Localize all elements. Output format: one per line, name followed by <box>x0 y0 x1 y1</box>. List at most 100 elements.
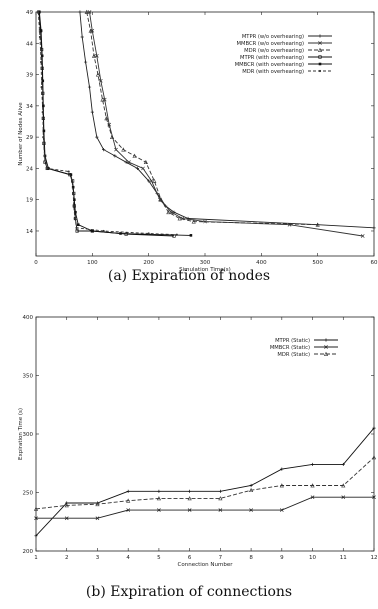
chart2-data-point-s3 <box>279 483 284 488</box>
chart1-data-point-s6 <box>39 60 43 64</box>
chart2-data-point-s3 <box>156 496 161 501</box>
chart2-x-tick-label: 4 <box>126 555 130 561</box>
chart2-x-tick-label: 1 <box>34 555 38 561</box>
chart1-legend-marker-2 <box>318 41 322 45</box>
chart2-data-point-s2 <box>341 495 346 500</box>
chart1-data-point-s1 <box>113 154 117 158</box>
chart1-data-point-s6 <box>43 154 46 157</box>
chart1-legend-label-4: MTPR (with overhearing) <box>240 55 304 61</box>
chart1-data-point-s3 <box>88 28 93 33</box>
chart1-legend-label-6: MDR (with overhearing) <box>242 69 304 75</box>
chart1-data-point-s5 <box>189 234 193 237</box>
chart1-y-tick-label: 19 <box>26 198 33 204</box>
chart2-data-point-s2 <box>310 495 315 500</box>
chart2-x-tick-label: 7 <box>219 555 223 561</box>
chart1-data-point-s1 <box>124 160 128 164</box>
chart1-data-point-s3 <box>100 97 105 102</box>
chart1-legend-marker-6 <box>318 69 322 73</box>
chart2-data-point-s1 <box>126 489 130 493</box>
chart1-y-tick-label: 14 <box>26 229 33 235</box>
chart2-data-point-s2 <box>157 508 161 512</box>
chart2-data-point-s3 <box>371 455 377 460</box>
caption-a: (a) Expiration of nodes <box>107 268 271 284</box>
chart1-data-point-s2 <box>98 78 103 83</box>
chart1-data-point-s5 <box>73 198 76 201</box>
chart2-y-axis-label: Expiration Time (s) <box>18 408 24 460</box>
chart2-data-point-s3 <box>64 503 69 508</box>
chart2-data-point-s1 <box>34 534 38 538</box>
chart1-data-point-s6 <box>42 136 45 139</box>
chart2-series-line-3 <box>35 457 375 510</box>
chart1-series-line-2 <box>89 11 363 237</box>
chart1-data-point-s2 <box>149 179 154 183</box>
chart2-y-tick-label: 350 <box>23 374 34 380</box>
chart2-data-point-s2 <box>34 516 38 521</box>
chart1-series-line-4 <box>38 11 175 237</box>
chart1-data-point-s6 <box>73 217 76 220</box>
chart1-data-point-s3 <box>95 72 101 77</box>
chart2-x-axis-label: Connection Number <box>178 562 234 568</box>
chart2-data-point-s2 <box>187 508 192 512</box>
chart1-data-point-s6 <box>72 192 75 195</box>
chart1-data-point-s5 <box>41 79 45 83</box>
chart1-data-point-s5 <box>39 29 43 33</box>
chart1-data-point-s1 <box>147 179 151 183</box>
chart1-data-point-s6 <box>175 233 178 236</box>
chart1-legend-marker-1 <box>318 34 322 38</box>
chart2-x-tick-label: 6 <box>188 555 192 561</box>
chart1-data-point-s6 <box>41 111 44 114</box>
chart2-data-point-s3 <box>249 487 254 493</box>
chart2-data-point-s1 <box>280 467 284 471</box>
chart1-data-point-s2 <box>87 10 92 14</box>
chart1-data-point-s6 <box>147 232 150 235</box>
chart2-data-point-s1 <box>249 483 253 488</box>
chart2-plot-frame <box>35 316 375 552</box>
chart1-data-point-s1 <box>80 35 84 39</box>
chart1-legend-label-3: MDR (w/o overhearing) <box>244 48 304 54</box>
chart1-data-point-s1 <box>78 10 82 14</box>
chart1-data-point-s3 <box>152 178 157 183</box>
chart1-data-point-s4 <box>75 229 79 233</box>
chart1-y-tick-label: 49 <box>26 10 33 16</box>
chart2-x-tick-label: 2 <box>65 555 69 561</box>
chart2-legend-label-3: MDR (Static) <box>277 352 310 358</box>
chart1-data-point-s1 <box>87 85 92 89</box>
chart1-data-point-s3 <box>132 153 137 158</box>
chart1-data-point-s5 <box>42 129 46 133</box>
chart2-x-tick-label: 3 <box>96 555 100 561</box>
chart2-x-tick-label: 10 <box>309 555 316 561</box>
chart2-x-tick-label: 11 <box>340 555 347 561</box>
chart2-data-point-s1 <box>341 462 345 467</box>
chart2-x-tick-label: 8 <box>249 555 253 561</box>
chart2-y-tick-label: 250 <box>23 491 34 497</box>
chart1-data-point-s1 <box>83 60 88 64</box>
chart2-legend-label-2: MMBCR (Static) <box>270 345 310 351</box>
chart1-data-point-s5 <box>38 10 41 14</box>
chart1-data-point-s5 <box>42 104 45 108</box>
chart2-data-point-s3 <box>33 506 39 511</box>
chart1-data-point-s5 <box>74 210 77 214</box>
chart2-y-tick-label: 200 <box>23 549 34 555</box>
chart1-data-point-s3 <box>91 53 97 58</box>
chart1-x-tick-label: 300 <box>200 260 211 266</box>
chart2-data-point-s2 <box>249 508 253 512</box>
chart1-legend-label-1: MTPR (w/o overhearing) <box>242 34 304 40</box>
chart1-data-point-s2 <box>169 210 174 215</box>
chart2-data-point-s3 <box>218 496 223 501</box>
chart2-data-point-s2 <box>126 508 131 512</box>
chart2-data-point-s1 <box>157 489 161 493</box>
chart2-data-point-s1 <box>218 489 222 493</box>
chart1-data-point-s1 <box>372 226 376 230</box>
chart1-y-tick-label: 39 <box>26 73 33 79</box>
chart1-legend-label-5: MMBCR (with overhearing) <box>235 62 304 68</box>
chart1-series-line-1 <box>79 11 375 229</box>
chart1-y-tick-label: 34 <box>26 104 33 110</box>
chart1-data-point-s1 <box>95 135 99 139</box>
chart2-data-point-s1 <box>372 426 376 430</box>
chart1-data-point-s3 <box>191 219 196 224</box>
chart1-data-point-s3 <box>121 147 126 152</box>
chart2-legend-marker-1 <box>324 338 328 342</box>
chart1-x-tick-label: 0 <box>34 260 38 266</box>
chart2-x-tick-label: 5 <box>157 555 161 561</box>
